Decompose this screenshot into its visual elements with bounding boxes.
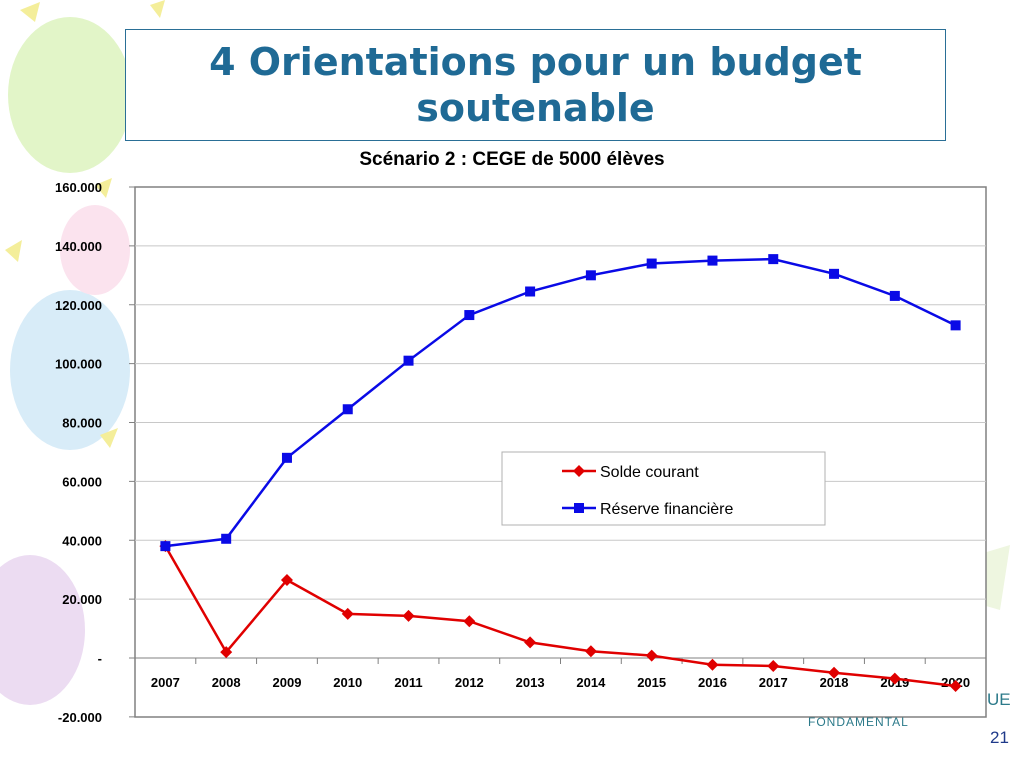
x-tick-label: 2011	[394, 675, 422, 690]
data-point-solde-courant	[706, 658, 719, 671]
data-point-reserve-financiere	[464, 310, 475, 321]
data-point-solde-courant	[949, 679, 962, 692]
confetti-yellow	[95, 178, 112, 198]
data-point-reserve-financiere	[707, 255, 718, 266]
data-point-solde-courant	[828, 666, 841, 679]
legend-marker-solde-courant	[573, 465, 585, 477]
chart-title: Scénario 2 : CEGE de 5000 élèves	[359, 149, 665, 170]
y-tick-label: 80.000	[62, 416, 102, 431]
legend-label-reserve-financiere: Réserve financière	[600, 501, 734, 518]
slide-title-box: 4 Orientations pour un budget soutenable	[125, 29, 946, 141]
y-tick-label: 120.000	[55, 298, 102, 313]
footer-partial-text: UE	[987, 690, 1011, 709]
x-tick-label: 2007	[151, 675, 180, 690]
x-tick-label: 2008	[212, 675, 241, 690]
balloon-pink	[60, 205, 130, 295]
y-tick-label: 40.000	[62, 533, 102, 548]
y-tick-label: -	[98, 651, 102, 666]
balloon-green	[8, 17, 132, 173]
x-tick-label: 2009	[273, 675, 302, 690]
confetti-yellow	[5, 240, 22, 262]
series-line-solde-courant	[164, 545, 956, 688]
data-point-solde-courant	[402, 609, 415, 622]
confetti-yellow	[100, 428, 118, 448]
x-tick-label: 2015	[637, 675, 666, 690]
x-tick-label: 2018	[820, 675, 849, 690]
data-point-reserve-financiere	[281, 452, 292, 463]
data-point-reserve-financiere	[829, 268, 840, 279]
y-tick-label: 160.000	[55, 180, 102, 195]
legend	[501, 451, 826, 526]
footer-text: FONDAMENTAL	[808, 715, 909, 729]
data-point-solde-courant	[463, 615, 476, 628]
data-point-reserve-financiere	[768, 254, 779, 265]
balloon-purple	[0, 555, 85, 705]
data-point-reserve-financiere	[342, 404, 353, 415]
page-number: 21	[990, 728, 1009, 747]
data-point-reserve-financiere	[525, 286, 536, 297]
x-tick-label: 2014	[576, 675, 606, 690]
data-point-solde-courant	[645, 649, 658, 662]
balloon-blue	[10, 290, 130, 450]
slide-title: 4 Orientations pour un budget soutenable	[209, 40, 862, 130]
y-tick-label: 20.000	[62, 592, 102, 607]
data-point-solde-courant	[341, 607, 354, 620]
data-point-reserve-financiere	[403, 355, 414, 366]
series-line-reserve-financiere	[165, 257, 957, 548]
legend-label-solde-courant: Solde courant	[600, 464, 699, 481]
legend-marker-reserve-financiere	[574, 503, 584, 513]
data-point-solde-courant	[220, 646, 233, 659]
x-tick-label: 2017	[759, 675, 788, 690]
data-point-solde-courant	[524, 636, 537, 649]
data-point-solde-courant	[767, 659, 780, 672]
data-point-reserve-financiere	[889, 290, 900, 301]
y-tick-label: 140.000	[55, 239, 102, 254]
data-point-reserve-financiere	[950, 320, 961, 331]
data-point-reserve-financiere	[646, 258, 657, 269]
x-tick-label: 2013	[516, 675, 545, 690]
data-point-solde-courant	[584, 645, 597, 658]
y-tick-label: -20.000	[58, 710, 102, 725]
data-point-solde-courant	[280, 573, 293, 586]
x-tick-label: 2012	[455, 675, 484, 690]
data-point-reserve-financiere	[160, 541, 171, 552]
y-tick-label: 100.000	[55, 357, 102, 372]
y-tick-label: 60.000	[62, 474, 102, 489]
x-tick-label: 2010	[333, 675, 362, 690]
confetti-yellow	[20, 2, 40, 22]
data-point-reserve-financiere	[221, 533, 232, 544]
data-point-reserve-financiere	[585, 270, 596, 281]
data-point-solde-courant	[888, 672, 901, 685]
x-tick-label: 2016	[698, 675, 727, 690]
confetti-yellow	[150, 0, 165, 18]
